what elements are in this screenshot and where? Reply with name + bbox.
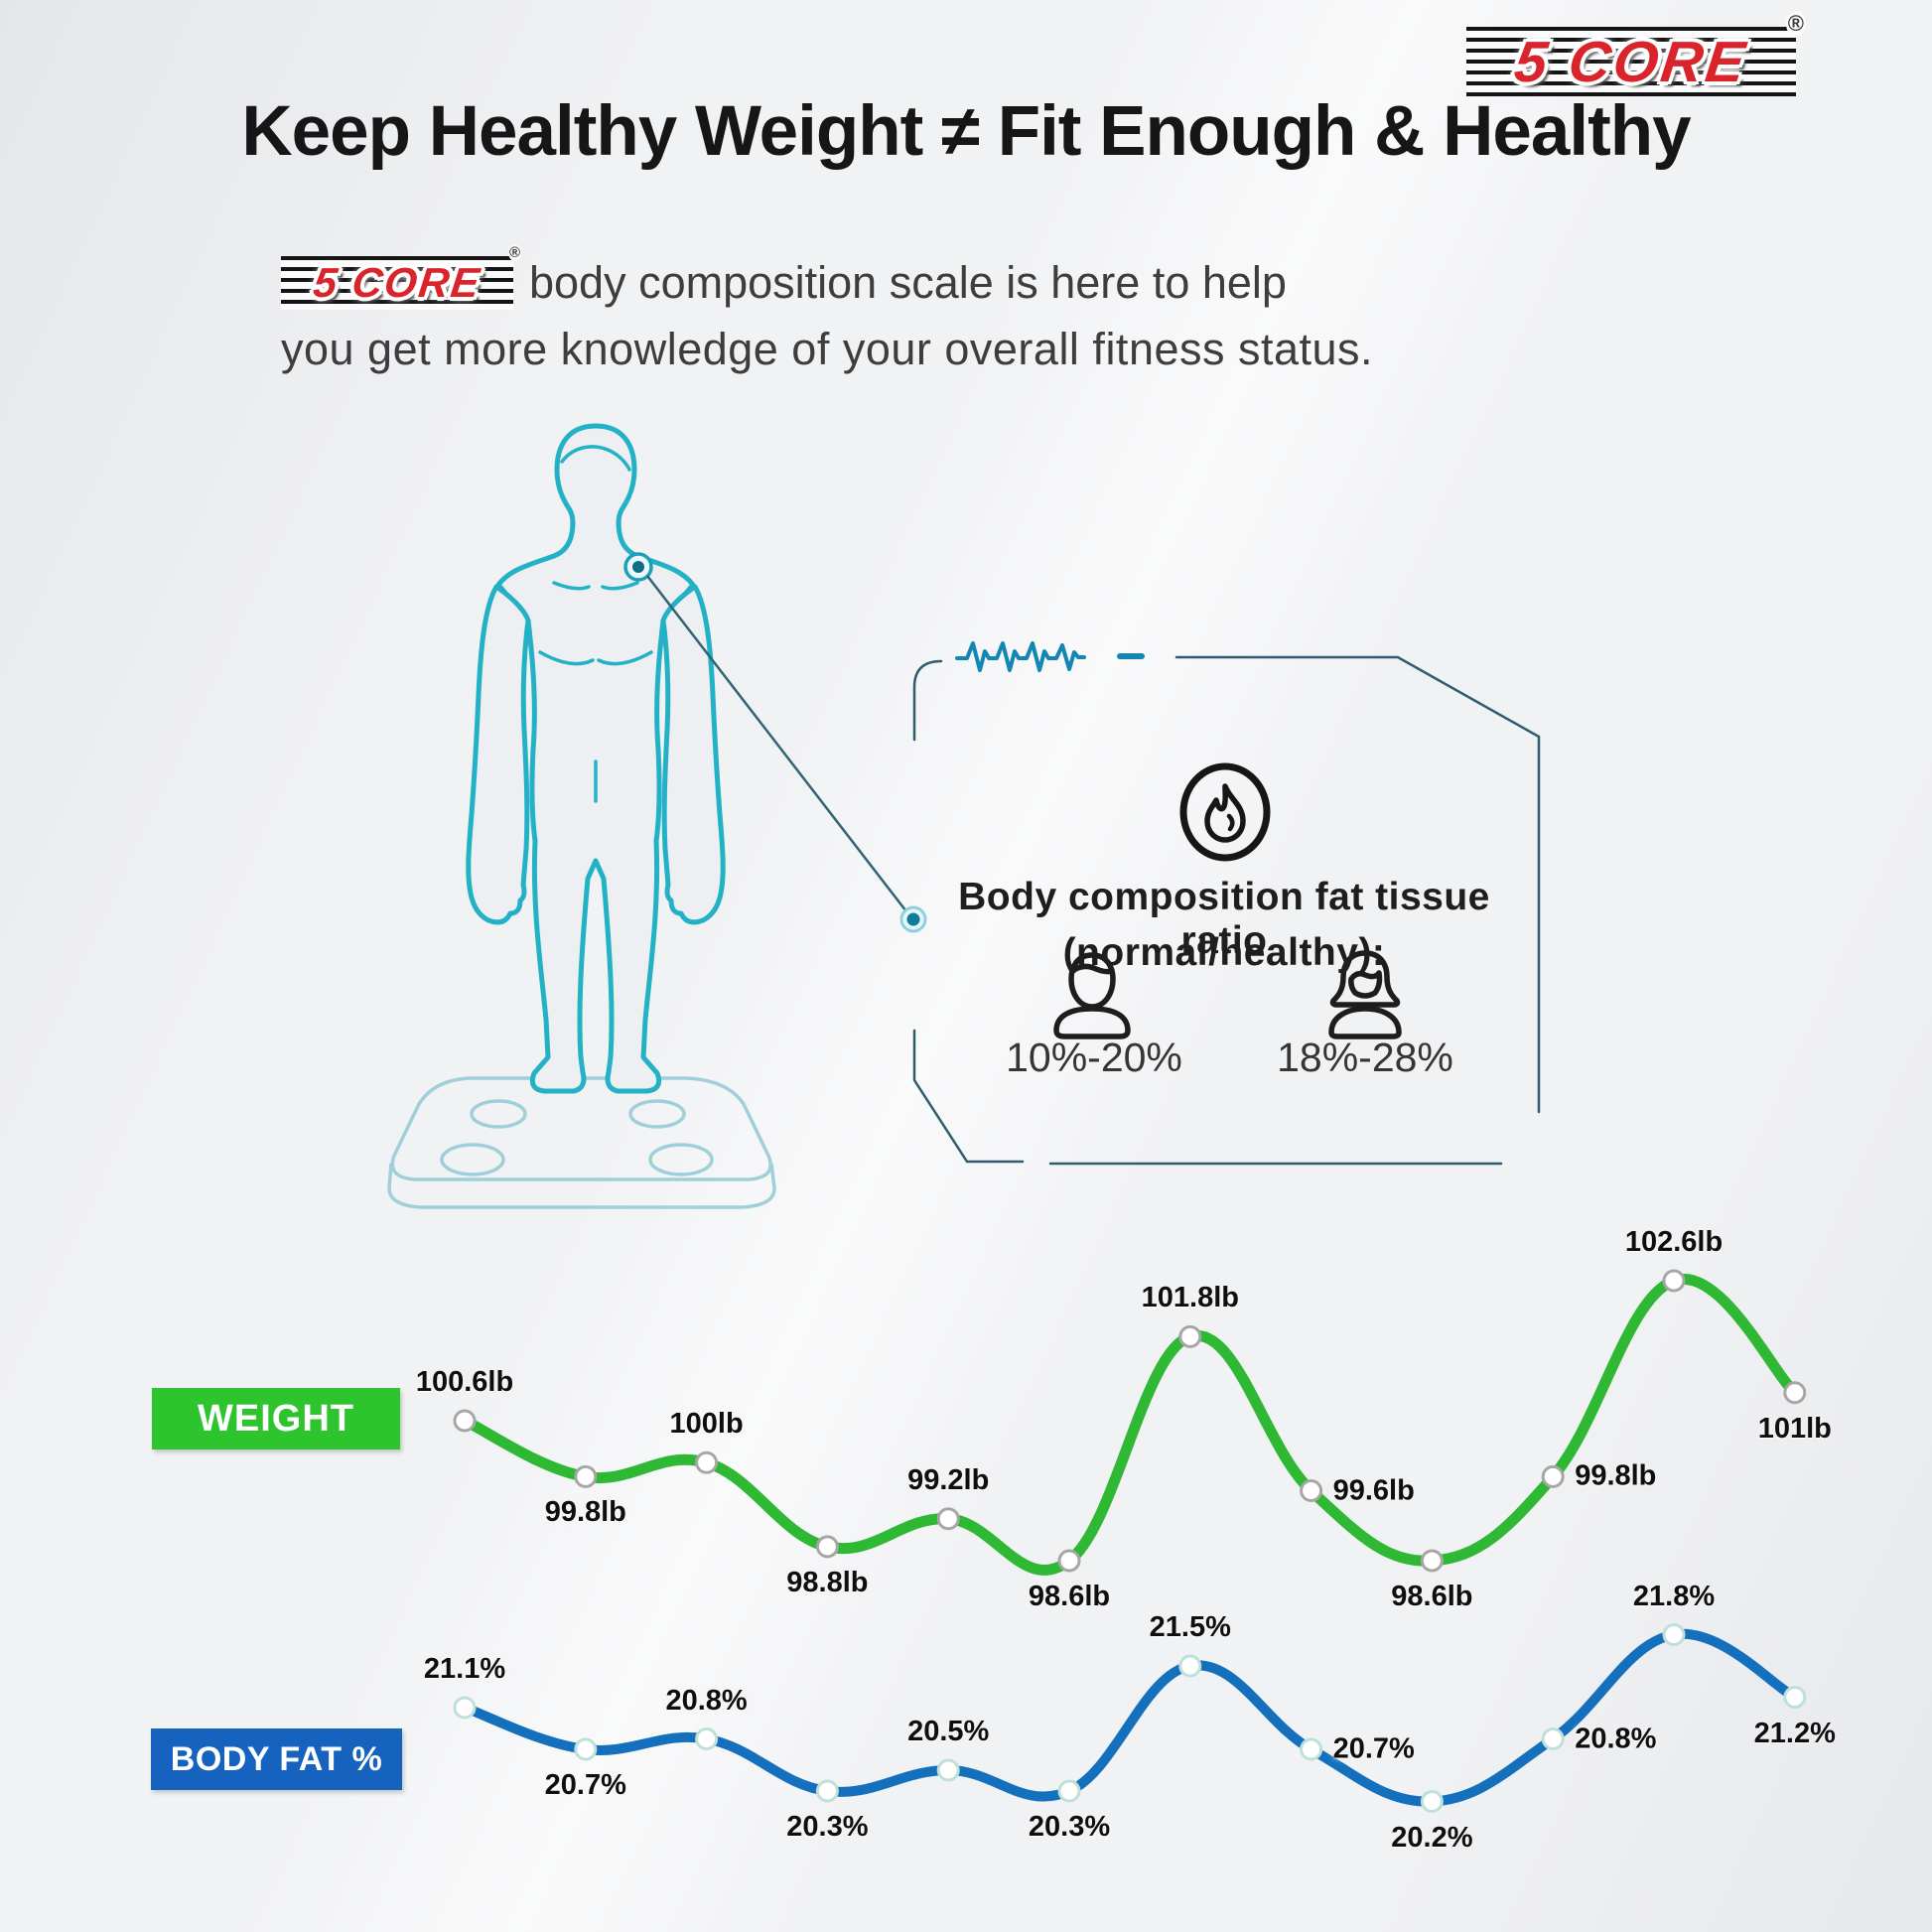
body-fat-trend-point xyxy=(1541,1727,1565,1750)
weight-trend-data-label: 99.8lb xyxy=(1575,1459,1657,1492)
weight-trend-point xyxy=(1300,1479,1323,1502)
body-fat-trend-point xyxy=(453,1696,477,1720)
weight-trend-point xyxy=(1783,1381,1807,1405)
male-user-icon xyxy=(1053,952,1131,1039)
weight-trend-data-label: 102.6lb xyxy=(1624,1226,1724,1258)
intro-line-2: you get more knowledge of your overall f… xyxy=(281,324,1374,374)
body-fat-trend-data-label: 21.1% xyxy=(423,1653,506,1685)
body-fat-trend-data-label: 21.8% xyxy=(1632,1580,1716,1612)
weight-trend-data-label: 98.8lb xyxy=(786,1566,869,1598)
weight-trend-data-label: 101.8lb xyxy=(1141,1282,1239,1314)
body-fat-trend-point xyxy=(695,1727,719,1750)
body-fat-trend-point xyxy=(815,1779,839,1803)
chest-marker-icon xyxy=(623,552,653,582)
body-fat-trend-point xyxy=(574,1737,598,1761)
body-fat-trend-point xyxy=(1178,1654,1202,1678)
registered-trademark-icon: ® xyxy=(1785,11,1806,37)
body-fat-trend-data-label: 20.7% xyxy=(1332,1732,1415,1765)
body-fat-trend-data-label: 20.7% xyxy=(544,1769,626,1801)
heartbeat-icon xyxy=(955,641,1145,672)
weight-trend-point xyxy=(815,1535,839,1559)
weight-trend-point xyxy=(1057,1549,1081,1573)
intro-line-1: 5 CORE ® body composition scale is here … xyxy=(281,244,1452,310)
weight-trend-data-label: 98.6lb xyxy=(1028,1581,1111,1612)
weight-trend-point xyxy=(1178,1324,1202,1348)
body-fat-trend-data-label: 20.8% xyxy=(665,1684,748,1717)
info-box-frame xyxy=(912,655,1541,1166)
body-fat-trend-point xyxy=(1057,1779,1081,1803)
page-title: Keep Healthy Weight ≠ Fit Enough & Healt… xyxy=(241,92,1691,171)
body-fat-trend-data-label: 21.2% xyxy=(1753,1717,1836,1749)
intro-text: 5 CORE ® body composition scale is here … xyxy=(281,244,1452,375)
weight-trend-point xyxy=(453,1409,477,1433)
weight-trend-point xyxy=(695,1450,719,1474)
male-fat-range: 10%-20% xyxy=(1006,1035,1182,1080)
weight-trend-point xyxy=(936,1507,960,1531)
weight-trend-data-label: 100.6lb xyxy=(415,1366,514,1398)
body-fat-trend-data-label: 21.5% xyxy=(1149,1611,1231,1643)
scale-illustration xyxy=(387,1076,776,1209)
weight-trend-data-label: 98.6lb xyxy=(1391,1581,1473,1612)
female-fat-range: 18%-28% xyxy=(1277,1035,1453,1080)
weight-trend-data-label: 99.2lb xyxy=(907,1463,990,1496)
body-fat-trend-point xyxy=(1662,1623,1686,1646)
brand-logo: 5 CORE ® xyxy=(1466,11,1806,96)
bodyfat-legend-chip: BODY FAT % xyxy=(151,1728,402,1790)
weight-trend-data-label: 101lb xyxy=(1757,1412,1832,1445)
brand-logo-inline: 5 CORE ® xyxy=(281,244,521,310)
intro-line-1-text: body composition scale is here to help xyxy=(529,257,1287,308)
connector-node-icon xyxy=(899,905,927,933)
body-fat-trend-point xyxy=(1783,1686,1807,1709)
weight-trend-point xyxy=(1541,1464,1565,1488)
weight-trend-line xyxy=(459,1273,1801,1576)
body-fat-trend-data-label: 20.3% xyxy=(786,1811,869,1843)
weight-trend-point xyxy=(1662,1269,1686,1293)
flame-icon xyxy=(1179,762,1271,862)
info-box-title-line-2: (normal/healthy): xyxy=(1062,931,1386,974)
body-fat-trend-point xyxy=(1420,1790,1444,1813)
body-outline-illustration xyxy=(466,423,726,1094)
body-fat-trend-data-label: 20.5% xyxy=(907,1716,990,1747)
weight-legend-chip: WEIGHT xyxy=(152,1388,400,1449)
info-box-title-line-1: Body composition fat tissue ratio xyxy=(958,876,1490,962)
body-fat-trend-data-label: 20.8% xyxy=(1575,1723,1657,1754)
body-fat-trend-point xyxy=(1300,1737,1323,1761)
weight-trend-point xyxy=(574,1464,598,1488)
connector-line xyxy=(646,575,910,916)
body-fat-trend-data-label: 20.2% xyxy=(1391,1821,1473,1854)
weight-trend-point xyxy=(1420,1549,1444,1573)
weight-trend-data-label: 99.8lb xyxy=(544,1496,626,1529)
weight-trend-data-label: 99.6lb xyxy=(1332,1474,1415,1506)
weight-trend-data-label: 100lb xyxy=(669,1408,744,1441)
body-fat-trend-line xyxy=(460,1628,1800,1807)
female-user-icon xyxy=(1328,950,1402,1039)
registered-trademark-icon: ® xyxy=(507,244,521,261)
body-fat-trend-point xyxy=(936,1758,960,1782)
body-fat-trend-data-label: 20.3% xyxy=(1028,1811,1111,1843)
